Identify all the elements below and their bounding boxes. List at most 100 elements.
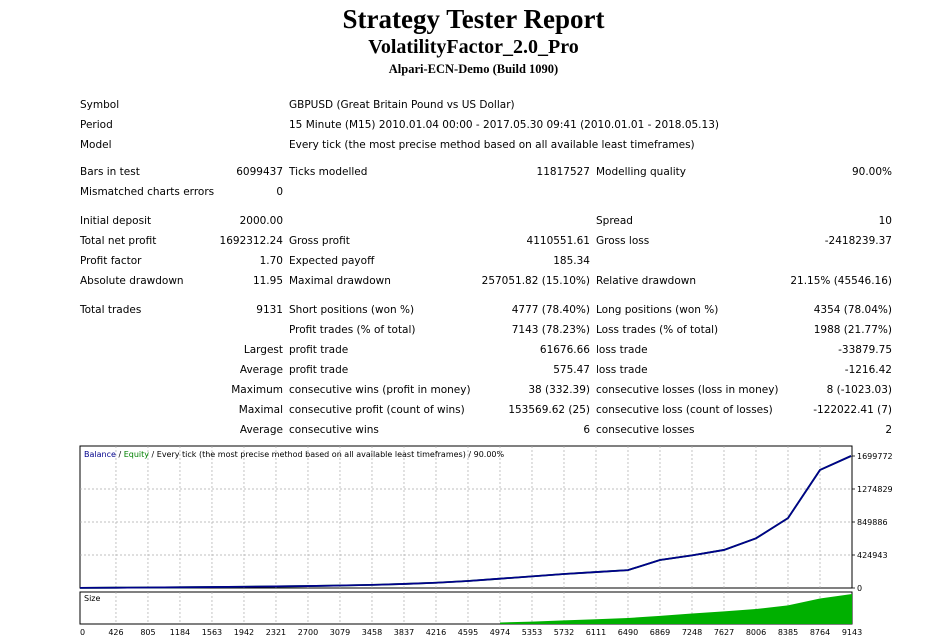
quality-label: Modelling quality: [596, 166, 686, 178]
symbol-value: GBPUSD (Great Britain Pound vs US Dollar…: [289, 99, 515, 111]
quality-value: 90.00%: [851, 166, 892, 178]
largest-loss-label: loss trade: [596, 344, 648, 356]
y-tick-label: 849886: [857, 518, 888, 527]
y-tick-label: 424943: [857, 551, 888, 560]
profit-factor-label: Profit factor: [80, 255, 142, 267]
chart-legend: Balance / Equity / Every tick (the most …: [84, 450, 505, 459]
avg-cons-losses-value: 2: [885, 424, 892, 436]
maximal-label: Maximal: [238, 404, 283, 416]
average-loss-label: loss trade: [596, 364, 648, 376]
loss-trades-label: Loss trades (% of total): [596, 324, 719, 336]
main-plot-frame: [79, 445, 853, 589]
x-tick-label: 9143: [842, 628, 862, 637]
gross-profit-label: Gross profit: [289, 235, 350, 247]
balance-chart: 1699772 1274829 849886 424943 0 0 426 805 1184 1…: [79, 445, 893, 637]
legend-equity: Equity: [124, 450, 150, 459]
x-tick-label: 2321: [266, 628, 286, 637]
size-panel-label: Size: [84, 594, 101, 603]
average-loss-value: -1216.42: [844, 364, 892, 376]
profit-trades-value: 7143 (78.23%): [511, 324, 590, 336]
gross-loss-label: Gross loss: [596, 235, 650, 247]
average-profit-value: 575.47: [553, 364, 590, 376]
legend-rest: / Every tick (the most precise method ba…: [149, 450, 505, 459]
largest-profit-value: 61676.66: [539, 344, 590, 356]
x-tick-label: 2700: [298, 628, 318, 637]
x-tick-label: 1563: [202, 628, 222, 637]
ticks-value: 11817527: [536, 166, 590, 178]
legend-balance: Balance: [84, 450, 116, 459]
avg-cons-losses-label: consecutive losses: [596, 424, 695, 436]
spread-value: 10: [878, 215, 892, 227]
x-tick-label: 7248: [682, 628, 702, 637]
x-tick-label: 6111: [586, 628, 606, 637]
x-tick-label: 4216: [426, 628, 446, 637]
x-tick-label: 4974: [490, 628, 510, 637]
expected-payoff-value: 185.34: [553, 255, 590, 267]
max-cons-losses-label: consecutive losses (loss in money): [596, 384, 779, 396]
net-profit-value: 1692312.24: [219, 235, 283, 247]
absolute-drawdown-value: 11.95: [252, 275, 283, 287]
maximal-loss-value: -122022.41 (7): [813, 404, 892, 416]
size-area: [499, 594, 852, 624]
y-tick-label: 1699772: [857, 452, 893, 461]
max-cons-losses-value: 8 (-1023.03): [826, 384, 892, 396]
short-positions-value: 4777 (78.40%): [511, 304, 590, 316]
mismatch-label: Mismatched charts errors: [80, 186, 215, 198]
y-tick-label: 0: [857, 584, 862, 593]
model-value: Every tick (the most precise method base…: [289, 139, 695, 151]
avg-cons-wins-label: consecutive wins: [289, 424, 379, 436]
x-tick-label: 6869: [650, 628, 670, 637]
x-tick-label: 805: [140, 628, 155, 637]
maximal-profit-label: consecutive profit (count of wins): [289, 404, 465, 416]
largest-profit-label: profit trade: [289, 344, 349, 356]
x-tick-label: 5353: [522, 628, 542, 637]
initial-deposit-value: 2000.00: [239, 215, 283, 227]
expected-payoff-label: Expected payoff: [289, 255, 375, 267]
expert-name: VolatilityFactor_2.0_Pro: [368, 36, 579, 58]
x-tick-label: 8006: [746, 628, 766, 637]
balance-line: [79, 455, 852, 589]
maximal-drawdown-label: Maximal drawdown: [289, 275, 391, 287]
model-label: Model: [80, 139, 112, 151]
period-label: Period: [80, 119, 113, 131]
symbol-label: Symbol: [80, 99, 120, 111]
profit-trades-label: Profit trades (% of total): [289, 324, 416, 336]
initial-deposit-label: Initial deposit: [80, 215, 152, 227]
spread-label: Spread: [596, 215, 633, 227]
profit-factor-value: 1.70: [259, 255, 283, 267]
average-label: Average: [239, 364, 283, 376]
legend-sep: /: [116, 450, 124, 459]
x-tick-label: 8764: [810, 628, 830, 637]
bars-value: 6099437: [236, 166, 283, 178]
x-tick-label: 3837: [394, 628, 414, 637]
relative-drawdown-label: Relative drawdown: [596, 275, 697, 287]
report-title: Strategy Tester Report: [342, 4, 605, 34]
total-trades-label: Total trades: [80, 304, 142, 316]
maximal-loss-label: consecutive loss (count of losses): [596, 404, 773, 416]
y-tick-label: 1274829: [857, 485, 893, 494]
x-tick-label: 4595: [458, 628, 478, 637]
x-tick-label: 1184: [170, 628, 190, 637]
server-build: Alpari-ECN-Demo (Build 1090): [388, 62, 559, 76]
x-tick-label: 1942: [234, 628, 254, 637]
average-cons-label: Average: [239, 424, 283, 436]
net-profit-label: Total net profit: [80, 235, 157, 247]
x-tick-label: 5732: [554, 628, 574, 637]
x-tick-label: 0: [80, 628, 85, 637]
total-trades-value: 9131: [256, 304, 283, 316]
avg-cons-wins-value: 6: [583, 424, 590, 436]
max-cons-wins-value: 38 (332.39): [528, 384, 590, 396]
x-tick-label: 7627: [714, 628, 734, 637]
x-tick-label: 3458: [362, 628, 382, 637]
long-positions-value: 4354 (78.04%): [813, 304, 892, 316]
ticks-label: Ticks modelled: [289, 166, 368, 178]
loss-trades-value: 1988 (21.77%): [813, 324, 892, 336]
x-tick-label: 6490: [618, 628, 638, 637]
x-tick-label: 8385: [778, 628, 798, 637]
relative-drawdown-value: 21.15% (45546.16): [790, 275, 892, 287]
largest-loss-value: -33879.75: [838, 344, 892, 356]
max-cons-wins-label: consecutive wins (profit in money): [289, 384, 471, 396]
average-profit-label: profit trade: [289, 364, 349, 376]
absolute-drawdown-label: Absolute drawdown: [80, 275, 184, 287]
largest-label: Largest: [243, 344, 283, 356]
